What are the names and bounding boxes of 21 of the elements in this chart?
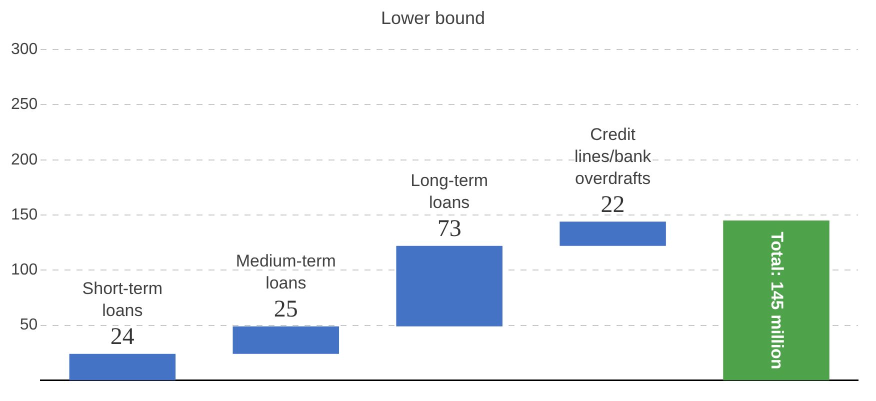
data-label: Total: 145 million bbox=[768, 232, 787, 370]
y-tick-label: 200 bbox=[10, 151, 38, 168]
y-tick-label: 100 bbox=[10, 262, 38, 279]
data-label: 25 bbox=[274, 296, 298, 323]
y-tick-label: 300 bbox=[10, 41, 38, 58]
y-tick-label: 250 bbox=[10, 96, 38, 114]
data-label: 73 bbox=[437, 216, 462, 242]
x-tick-label: Short-term loans bbox=[82, 279, 163, 320]
data-label: 24 bbox=[110, 324, 134, 350]
bar bbox=[396, 246, 502, 326]
bar bbox=[69, 354, 176, 380]
bar bbox=[560, 222, 666, 246]
bar bbox=[723, 220, 830, 380]
x-tick-label: Long-term loans bbox=[410, 171, 488, 212]
x-tick-label: Credit lines/bank overdrafts bbox=[574, 124, 652, 188]
data-label: 22 bbox=[600, 192, 625, 218]
y-tick-label: 150 bbox=[10, 206, 38, 224]
chart-title: Lower bound bbox=[380, 8, 486, 28]
y-tick-label: 50 bbox=[20, 316, 38, 334]
x-tick-label: Medium-term loans bbox=[236, 252, 336, 293]
bar bbox=[232, 326, 340, 354]
